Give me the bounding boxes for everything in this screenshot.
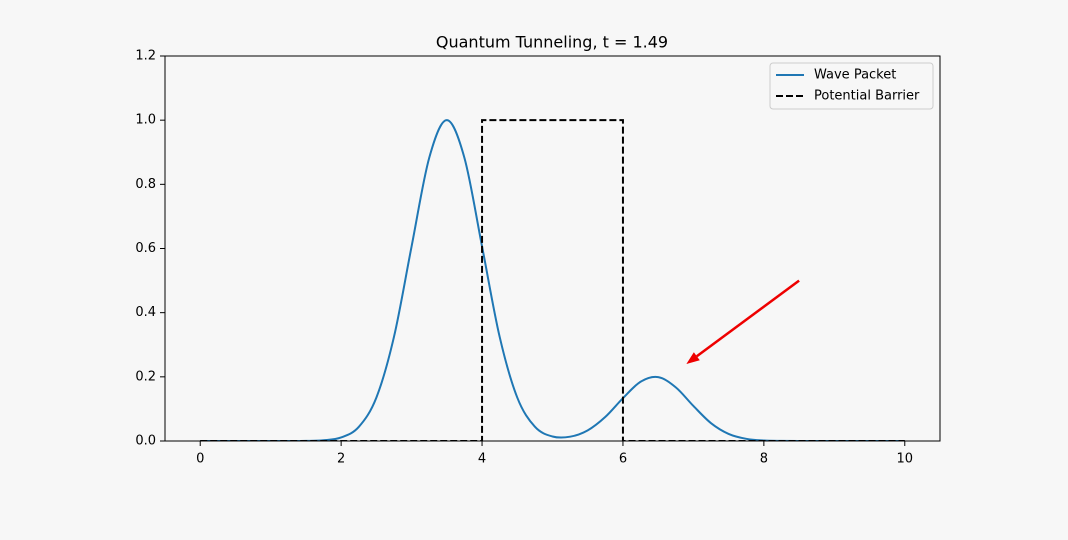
annotation-arrow	[696, 279, 800, 358]
legend-label: Wave Packet	[814, 68, 896, 83]
legend-box	[769, 62, 934, 110]
x-tick-label: 4	[478, 452, 486, 467]
y-tick-label: 1.0	[135, 113, 156, 128]
legend-label: Potential Barrier	[814, 89, 920, 104]
series-line	[200, 119, 905, 441]
x-tick-label: 2	[337, 452, 345, 467]
y-tick-label: 0.4	[135, 305, 156, 320]
x-tick-label: 10	[896, 452, 913, 467]
y-tick-label: 1.2	[135, 49, 156, 64]
x-tick-label: 8	[760, 452, 768, 467]
plot-frame	[164, 55, 941, 442]
x-tick-label: 0	[196, 452, 204, 467]
chart-title: Quantum Tunneling, t = 1.49	[436, 33, 668, 52]
y-tick-label: 0.2	[135, 369, 156, 384]
annotation-arrowhead	[686, 352, 700, 364]
y-tick-label: 0.6	[135, 241, 156, 256]
y-tick-label: 0.0	[135, 434, 156, 449]
y-tick-label: 0.8	[135, 177, 156, 192]
x-tick-label: 6	[619, 452, 627, 467]
